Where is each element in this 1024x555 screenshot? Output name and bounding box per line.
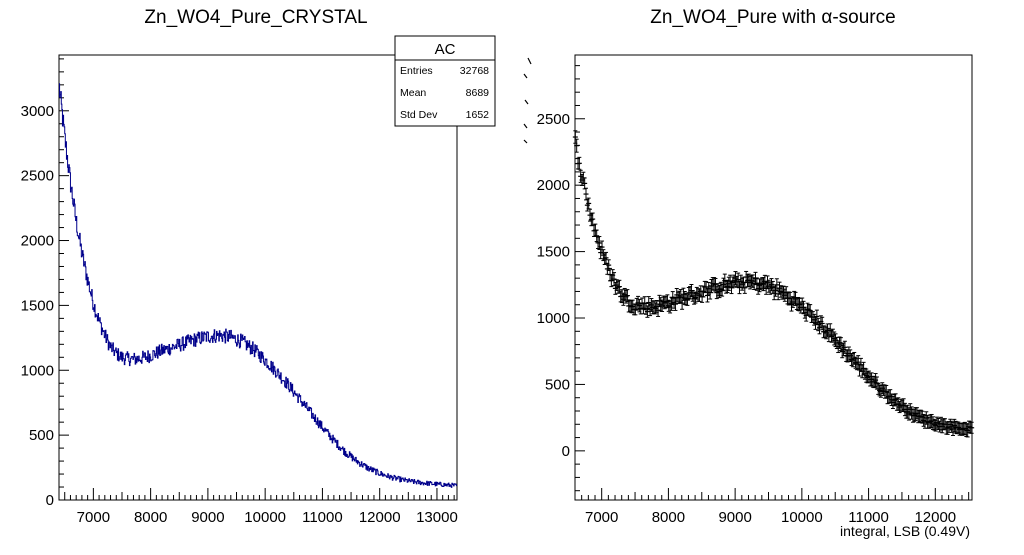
right-y-axis: 0 500 1000 1500 2000 2500 — [537, 65, 585, 492]
x-tick-label: 13000 — [416, 509, 458, 526]
x-tick-label: 12000 — [914, 509, 956, 526]
x-tick-label: 9000 — [718, 509, 751, 526]
data-point — [895, 397, 901, 411]
right-chart-title: Zn_WO4_Pure with α-source — [650, 7, 895, 28]
data-point — [921, 413, 927, 427]
stats-stddev-label: Std Dev — [400, 109, 438, 121]
y-tick-label: 1000 — [537, 310, 570, 327]
x-tick-label: 11000 — [848, 509, 889, 526]
x-tick-label: 7000 — [77, 509, 110, 526]
histogram-line — [59, 83, 457, 488]
x-tick-label: 8000 — [134, 509, 167, 526]
right-plot-frame — [574, 54, 973, 501]
data-point — [732, 271, 738, 286]
right-x-axis-label: integral, LSB (0.49V) — [840, 523, 970, 539]
data-point — [855, 355, 861, 370]
y-tick-label: 0 — [46, 492, 54, 509]
left-histogram — [59, 83, 457, 488]
data-point — [678, 289, 684, 303]
right-points — [572, 130, 975, 438]
data-point — [810, 311, 816, 323]
stats-entries-value: 32768 — [460, 65, 489, 77]
y-tick-label: 1500 — [537, 244, 570, 261]
y-tick-label: 2000 — [537, 177, 570, 194]
stats-entries-label: Entries — [400, 65, 433, 77]
stats-stddev-value: 1652 — [466, 109, 490, 121]
data-point — [782, 288, 788, 302]
y-tick-label: 2000 — [21, 233, 54, 250]
y-tick-label: 500 — [29, 427, 54, 444]
data-point — [684, 294, 690, 306]
y-tick-label: 3000 — [21, 103, 54, 120]
stats-box: AC Entries 32768 Mean 8689 Std Dev 1652 — [394, 35, 496, 127]
x-tick-label: 12000 — [359, 509, 401, 526]
y-tick-label: 500 — [545, 376, 570, 393]
data-point — [712, 278, 718, 292]
data-point — [897, 401, 903, 414]
stats-box-title: AC — [435, 41, 456, 58]
y-tick-label: 1500 — [21, 297, 54, 314]
data-point — [738, 274, 744, 288]
left-y-axis: 0 500 1000 1500 2000 2500 3000 — [21, 58, 69, 509]
stats-mean-label: Mean — [400, 87, 426, 99]
data-point — [582, 177, 588, 190]
data-point — [842, 340, 848, 354]
data-point — [883, 384, 889, 399]
data-point — [576, 156, 582, 170]
data-point — [718, 281, 724, 296]
data-point — [807, 304, 813, 317]
data-point — [574, 138, 580, 153]
y-tick-label: 0 — [562, 443, 570, 460]
right-x-axis: 7000 8000 9000 10000 11000 12000 — [574, 488, 970, 526]
y-tick-label: 1000 — [21, 362, 54, 379]
right-y-label-remnant — [523, 57, 532, 144]
x-tick-label: 11000 — [302, 509, 343, 526]
left-panel: Zn_WO4_Pure_CRYSTAL 0 500 1000 1500 2000 2500… — [21, 7, 496, 526]
left-chart-title: Zn_WO4_Pure_CRYSTAL — [144, 7, 367, 28]
x-tick-label: 7000 — [585, 509, 618, 526]
data-point — [969, 421, 975, 434]
x-tick-label: 10000 — [244, 509, 286, 526]
x-tick-label: 8000 — [652, 509, 685, 526]
x-tick-label: 10000 — [781, 509, 823, 526]
left-x-axis: 7000 8000 9000 10000 11000 12000 13000 — [58, 488, 458, 526]
x-tick-label: 9000 — [191, 509, 224, 526]
right-panel: Zn_WO4_Pure with α-source 0 500 1000 1500 20… — [523, 7, 975, 539]
data-point — [735, 272, 741, 287]
stats-box-frame — [394, 35, 496, 127]
stats-mean-value: 8689 — [466, 87, 490, 99]
data-point — [703, 281, 709, 293]
y-tick-label: 2500 — [21, 168, 54, 185]
y-tick-label: 2500 — [537, 111, 570, 128]
left-plot-frame — [58, 54, 458, 501]
